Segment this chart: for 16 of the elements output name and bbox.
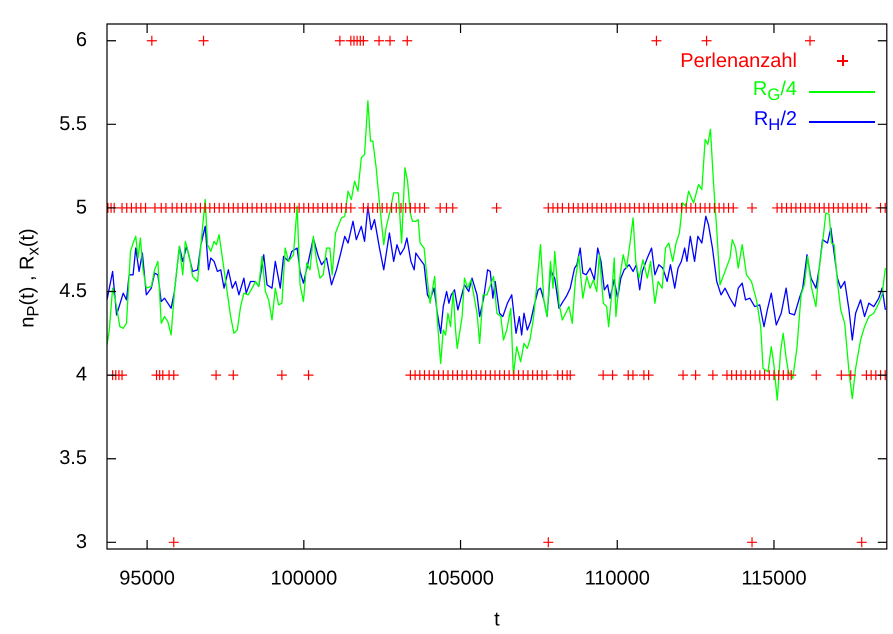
x-tick-label: 110000	[584, 568, 650, 590]
x-tick-label: 100000	[270, 568, 338, 590]
x-tick-label: 105000	[427, 568, 494, 590]
x-tick-label: 115000	[741, 568, 807, 590]
legend-label: R$_{G}$/4	[752, 78, 797, 104]
legend-label: R$_{H}$/2	[754, 108, 797, 134]
y-tick-label: 4	[76, 364, 87, 386]
y-tick-label: 4.5	[59, 280, 87, 302]
y-tick-label: 3.5	[59, 447, 87, 470]
y-tick-label: 3	[76, 530, 87, 553]
y-tick-label: 5.5	[59, 112, 87, 135]
legend-label: Perlenanzahl	[680, 50, 797, 72]
x-tick-label: 95000	[119, 568, 175, 590]
y-tick-label: 5	[76, 196, 87, 218]
x-axis-title: t	[494, 608, 500, 631]
y-tick-label: 6	[76, 29, 87, 52]
